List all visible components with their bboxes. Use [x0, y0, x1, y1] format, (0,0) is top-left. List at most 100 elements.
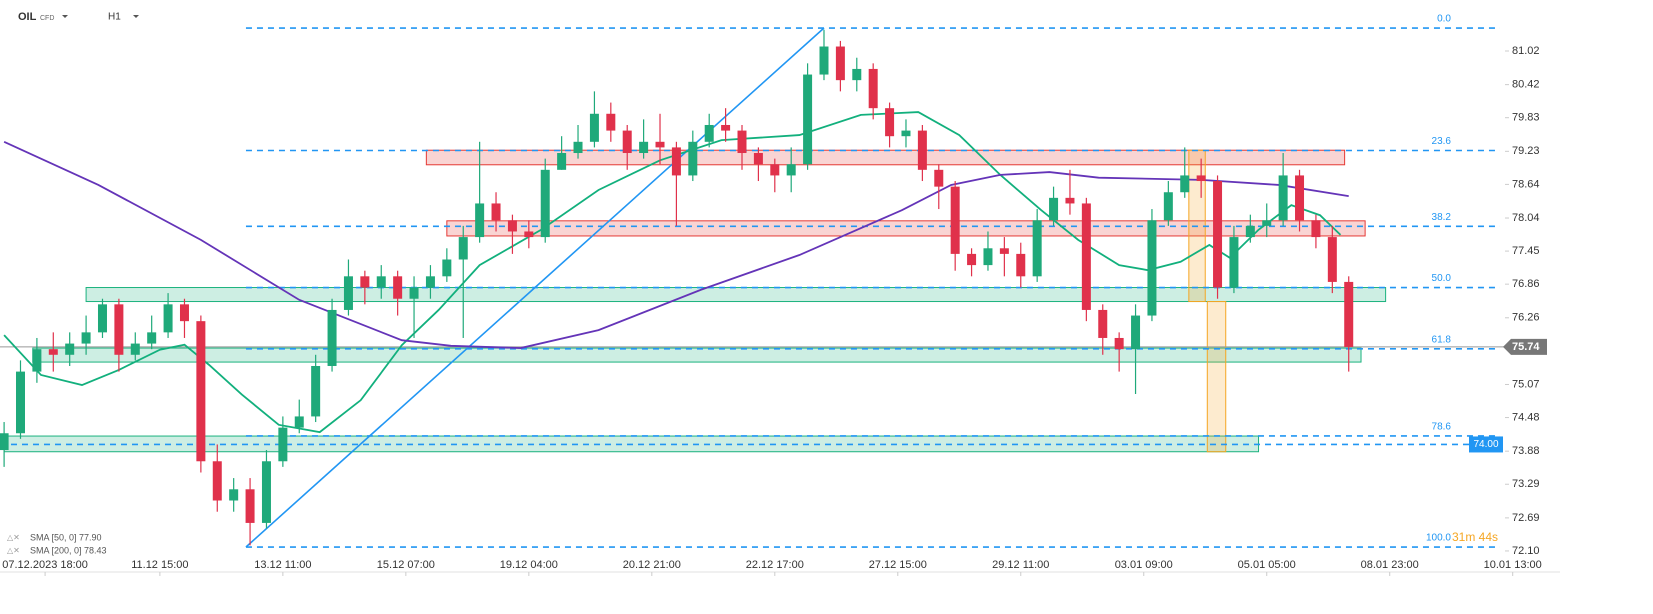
- candle-body: [179, 304, 189, 322]
- candle-body: [1311, 220, 1321, 238]
- candle-body: [48, 349, 58, 355]
- candle-body: [917, 130, 927, 170]
- candle-body: [901, 130, 911, 137]
- candle-body: [573, 141, 583, 154]
- candle-body: [655, 141, 665, 148]
- candle-body: [1114, 337, 1124, 350]
- candle-body: [540, 169, 550, 238]
- candle-body: [999, 248, 1009, 254]
- candle-body: [294, 416, 304, 428]
- fib-label: 78.6: [1432, 422, 1452, 433]
- y-tick-label: 77.45: [1512, 245, 1540, 257]
- legend-icon: △✕: [7, 546, 20, 555]
- candle-body: [704, 124, 714, 142]
- candle-body: [1245, 225, 1255, 238]
- candle-body: [507, 220, 517, 232]
- candle-body: [606, 113, 616, 131]
- candle-body: [753, 153, 763, 165]
- y-tick-label: 78.04: [1512, 212, 1540, 224]
- fib-label: 61.8: [1432, 334, 1452, 345]
- candle-body: [524, 231, 534, 238]
- candle-body: [885, 108, 895, 137]
- candle-body: [65, 343, 75, 355]
- candle-body: [737, 130, 747, 154]
- candle-body: [934, 169, 944, 187]
- y-tick-label: 76.26: [1512, 312, 1540, 324]
- candle-body: [1081, 203, 1091, 310]
- y-tick-label: 79.83: [1512, 112, 1540, 124]
- candle-body: [1295, 175, 1305, 221]
- y-tick-label: 76.86: [1512, 278, 1540, 290]
- candle-body: [967, 253, 977, 266]
- y-tick-label: 72.10: [1512, 545, 1540, 557]
- candle-body: [557, 153, 567, 170]
- x-tick-label: 13.12 11:00: [254, 559, 311, 571]
- y-tick-label: 72.69: [1512, 512, 1540, 524]
- instrument: CFD: [40, 15, 54, 22]
- candle-body: [1327, 237, 1337, 282]
- candle-body: [130, 343, 140, 355]
- y-tick-label: 81.02: [1512, 45, 1540, 57]
- x-tick-label: 27.12 15:00: [869, 559, 927, 571]
- candle-body: [1344, 281, 1354, 347]
- candle-body: [688, 141, 698, 176]
- fib-label: 38.2: [1432, 212, 1452, 223]
- fib-label: 0.0: [1437, 14, 1451, 25]
- x-tick-label: 07.12.2023 18:00: [2, 559, 88, 571]
- candle-body: [803, 74, 813, 165]
- candle-body: [868, 68, 878, 109]
- legend-icon: △✕: [7, 533, 20, 542]
- legend-entry: SMA [50, 0] 77.90: [30, 532, 102, 542]
- candle-body: [163, 304, 173, 333]
- candle-body: [786, 164, 796, 176]
- candle-body: [1262, 220, 1272, 226]
- x-tick-label: 19.12 04:00: [500, 559, 558, 571]
- last-price-label: 75.74: [1512, 341, 1540, 353]
- candle-body: [245, 489, 255, 523]
- timeframe[interactable]: H1: [108, 12, 121, 23]
- candle-body: [229, 489, 239, 501]
- candle-body: [1229, 237, 1239, 288]
- x-tick-label: 29.12 11:00: [992, 559, 1049, 571]
- candle-body: [1098, 309, 1108, 338]
- candle-body: [15, 371, 25, 434]
- candle-body: [950, 186, 960, 254]
- zone: [32, 347, 1362, 363]
- sma-line: [3, 140, 1349, 349]
- candle-body: [360, 276, 370, 288]
- candle-body: [1163, 192, 1173, 221]
- symbol: OIL: [18, 11, 37, 23]
- candle-body: [442, 259, 452, 277]
- candle-body: [212, 461, 222, 501]
- candle-body: [1032, 220, 1042, 277]
- x-tick-label: 03.01 09:00: [1115, 559, 1173, 571]
- candle-body: [327, 309, 337, 366]
- timeframe-dropdown[interactable]: [133, 15, 139, 18]
- candle-body: [1147, 220, 1157, 316]
- candle-body: [147, 332, 157, 344]
- symbol-dropdown[interactable]: [62, 15, 68, 18]
- price-line-box: [1469, 436, 1503, 453]
- last-price-box: [1503, 338, 1547, 355]
- candle-body: [343, 276, 353, 310]
- y-tick-label: 73.29: [1512, 478, 1540, 490]
- countdown: 31m 44s: [1452, 530, 1498, 544]
- candle-body: [97, 304, 107, 333]
- candle-body: [622, 130, 632, 154]
- fib-label: 23.6: [1432, 136, 1452, 147]
- candle-body: [475, 203, 485, 238]
- candle-body: [196, 321, 206, 462]
- y-tick-label: 74.48: [1512, 411, 1540, 423]
- x-tick-label: 20.12 21:00: [623, 559, 681, 571]
- legend-entry: SMA [200, 0] 78.43: [30, 545, 107, 555]
- candle-body: [425, 276, 435, 288]
- candle-body: [983, 248, 993, 266]
- candle-body: [491, 203, 501, 221]
- fib-label: 100.0: [1426, 533, 1451, 544]
- x-tick-label: 22.12 17:00: [746, 559, 804, 571]
- y-tick-label: 75.07: [1512, 378, 1540, 390]
- x-tick-label: 11.12 15:00: [131, 559, 188, 571]
- candle-body: [852, 68, 862, 81]
- candle-body: [671, 147, 681, 176]
